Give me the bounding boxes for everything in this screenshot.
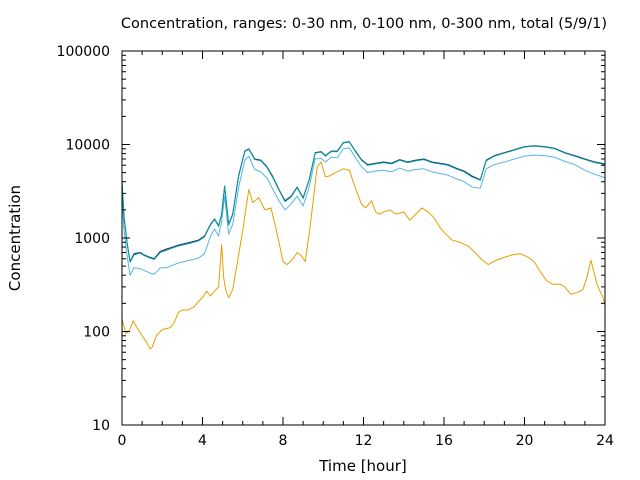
series-line-3	[122, 141, 605, 263]
x-tick-label: 8	[279, 433, 288, 449]
x-tick-label: 20	[516, 433, 534, 449]
y-tick-label: 10000	[65, 138, 110, 154]
y-axis-title: Concentration	[6, 185, 24, 291]
y-tick-label: 100	[83, 325, 110, 341]
y-tick-label: 1000	[74, 231, 110, 247]
series-layer	[122, 141, 605, 350]
axis-ticks	[121, 50, 606, 426]
x-tick-label: 4	[198, 433, 207, 449]
plot-frame	[121, 50, 606, 426]
series-line-2	[122, 147, 605, 276]
x-tick-label: 12	[355, 433, 373, 449]
x-tick-label: 16	[435, 433, 453, 449]
y-tick-label: 100000	[57, 44, 110, 60]
tick-labels: 0 4 8 12 16 20 24 10 100 1000 10000 100000	[57, 44, 614, 449]
series-line-1	[122, 161, 605, 350]
y-tick-label: 10	[92, 418, 110, 434]
chart-title: Concentration, ranges: 0-30 nm, 0-100 nm…	[121, 16, 607, 32]
x-tick-label: 0	[118, 433, 127, 449]
series-line-4	[122, 141, 605, 263]
x-tick-label: 24	[596, 433, 614, 449]
x-axis-title: Time [hour]	[318, 457, 407, 475]
